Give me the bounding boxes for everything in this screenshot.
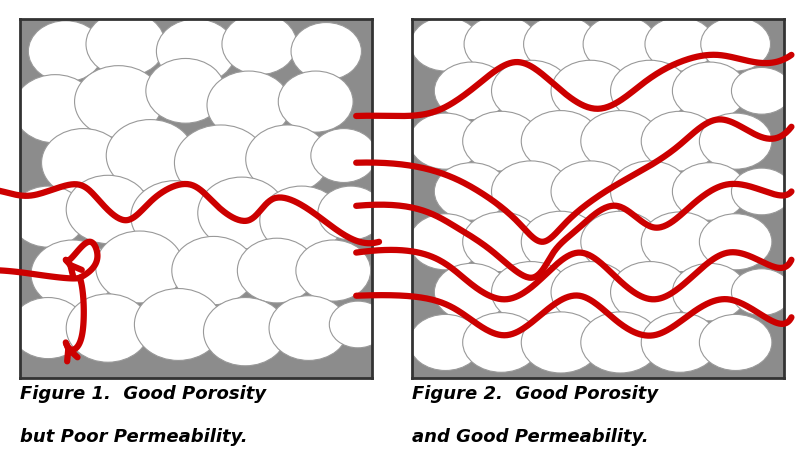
Ellipse shape: [410, 315, 482, 370]
Ellipse shape: [246, 125, 330, 193]
Ellipse shape: [434, 163, 509, 220]
Ellipse shape: [291, 23, 362, 80]
Ellipse shape: [491, 60, 570, 122]
Ellipse shape: [645, 17, 714, 71]
Ellipse shape: [610, 161, 690, 222]
Ellipse shape: [203, 298, 287, 366]
Ellipse shape: [699, 214, 772, 270]
Ellipse shape: [610, 262, 690, 323]
Ellipse shape: [731, 269, 792, 315]
Ellipse shape: [462, 111, 540, 171]
Ellipse shape: [14, 75, 97, 143]
Ellipse shape: [731, 168, 792, 215]
Ellipse shape: [198, 177, 286, 249]
Ellipse shape: [260, 186, 343, 254]
Ellipse shape: [330, 301, 386, 348]
Ellipse shape: [42, 129, 125, 197]
Ellipse shape: [207, 71, 290, 140]
Ellipse shape: [74, 66, 162, 138]
Ellipse shape: [174, 125, 267, 201]
Ellipse shape: [699, 315, 772, 370]
Ellipse shape: [410, 113, 482, 169]
Ellipse shape: [581, 312, 660, 373]
Ellipse shape: [86, 12, 165, 77]
Ellipse shape: [581, 211, 660, 272]
Ellipse shape: [642, 313, 718, 372]
Ellipse shape: [10, 186, 86, 247]
Ellipse shape: [106, 120, 194, 192]
Ellipse shape: [434, 62, 509, 120]
Ellipse shape: [491, 262, 570, 323]
Text: and Good Permeability.: and Good Permeability.: [412, 428, 649, 446]
Ellipse shape: [434, 263, 509, 321]
Text: Figure 1.  Good Porosity: Figure 1. Good Porosity: [20, 385, 266, 403]
Ellipse shape: [410, 17, 480, 71]
Ellipse shape: [642, 212, 718, 272]
Ellipse shape: [491, 161, 570, 222]
Ellipse shape: [269, 296, 348, 360]
Ellipse shape: [462, 313, 540, 372]
Ellipse shape: [134, 289, 222, 360]
Ellipse shape: [551, 262, 630, 323]
Ellipse shape: [583, 15, 658, 73]
Ellipse shape: [222, 14, 297, 75]
Ellipse shape: [672, 163, 747, 220]
Ellipse shape: [672, 62, 747, 120]
Ellipse shape: [551, 161, 630, 222]
Text: Figure 2.  Good Porosity: Figure 2. Good Porosity: [412, 385, 658, 403]
Ellipse shape: [131, 181, 219, 253]
Ellipse shape: [551, 60, 630, 122]
Ellipse shape: [701, 17, 770, 71]
Ellipse shape: [642, 111, 718, 171]
Ellipse shape: [699, 113, 772, 169]
Ellipse shape: [31, 240, 114, 308]
Ellipse shape: [28, 21, 103, 82]
Ellipse shape: [10, 298, 86, 359]
Ellipse shape: [278, 71, 353, 132]
Ellipse shape: [523, 15, 598, 73]
Ellipse shape: [672, 263, 747, 321]
Ellipse shape: [157, 19, 235, 84]
Ellipse shape: [522, 312, 600, 373]
Ellipse shape: [462, 212, 540, 272]
Ellipse shape: [464, 15, 538, 73]
Ellipse shape: [522, 111, 600, 172]
Ellipse shape: [522, 211, 600, 272]
Ellipse shape: [146, 59, 225, 123]
Ellipse shape: [238, 238, 317, 303]
Ellipse shape: [731, 68, 792, 114]
Ellipse shape: [172, 236, 255, 305]
Ellipse shape: [66, 294, 150, 362]
Ellipse shape: [610, 60, 690, 122]
Ellipse shape: [410, 214, 482, 270]
Ellipse shape: [66, 175, 150, 244]
Text: but Poor Permeability.: but Poor Permeability.: [20, 428, 248, 446]
Ellipse shape: [318, 186, 384, 240]
Ellipse shape: [96, 231, 184, 303]
Ellipse shape: [296, 240, 370, 301]
Ellipse shape: [311, 129, 377, 183]
Ellipse shape: [581, 111, 660, 172]
